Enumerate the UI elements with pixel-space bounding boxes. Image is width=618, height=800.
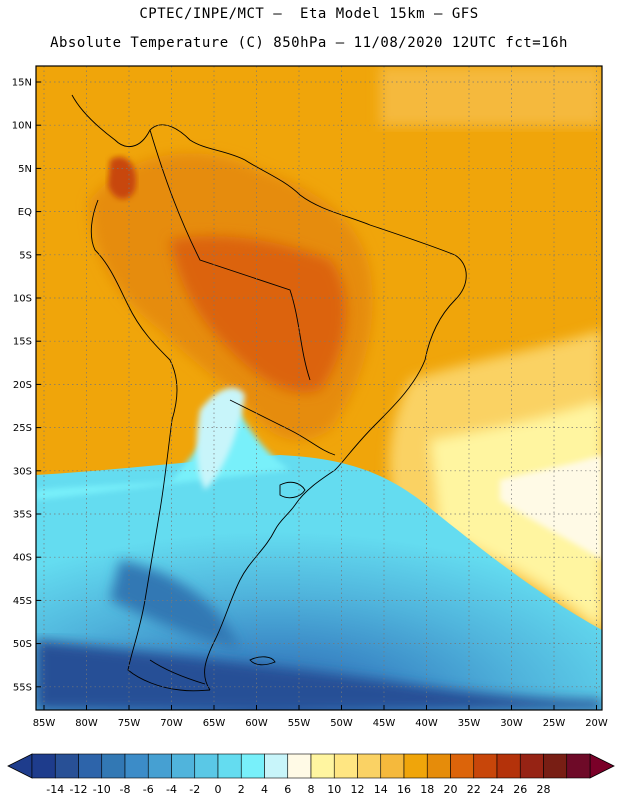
lon-label: 70W <box>160 718 183 729</box>
colorbar-label: 4 <box>261 783 268 796</box>
colorbar-swatch <box>496 753 521 779</box>
colorbar-label: -4 <box>166 783 177 796</box>
colorbar-under-arrow <box>7 753 33 779</box>
lat-label: 10N <box>12 121 32 132</box>
colorbar-swatch <box>310 753 335 779</box>
colorbar-swatch <box>357 753 382 779</box>
colorbar-swatch <box>147 753 172 779</box>
colorbar-label: -12 <box>70 783 88 796</box>
lon-label: 45W <box>373 718 396 729</box>
colorbar-label: 24 <box>490 783 504 796</box>
colorbar-label: -6 <box>143 783 154 796</box>
colorbar-swatch <box>124 753 149 779</box>
lon-label: 20W <box>585 718 608 729</box>
colorbar-label: 0 <box>215 783 222 796</box>
colorbar-swatch <box>403 753 428 779</box>
colorbar-swatch <box>450 753 475 779</box>
colorbar-label: 2 <box>238 783 245 796</box>
colorbar-swatch <box>78 753 103 779</box>
lon-label: 50W <box>330 718 353 729</box>
colorbar-swatch <box>217 753 242 779</box>
lon-label: 35W <box>458 718 481 729</box>
colorbar-swatch <box>426 753 451 779</box>
colorbar-swatch <box>519 753 544 779</box>
colorbar-label: -10 <box>93 783 111 796</box>
lon-label: 40W <box>415 718 438 729</box>
lat-label: 20S <box>13 380 32 391</box>
graticule <box>36 66 602 710</box>
colorbar-label: 26 <box>513 783 527 796</box>
colorbar-swatch <box>240 753 265 779</box>
colorbar: -14 -12 -10 -8 -6 -4 -2 0 2 4 6 8 10 12 14 16 18 20 22 24 26… <box>7 753 615 796</box>
colorbar-label: 6 <box>284 783 291 796</box>
colorbar-label: -8 <box>120 783 131 796</box>
lat-label: 40S <box>13 553 32 564</box>
lon-label: 85W <box>33 718 56 729</box>
lat-label: 15S <box>13 337 32 348</box>
lon-label: 60W <box>245 718 268 729</box>
lon-label: 55W <box>288 718 311 729</box>
colorbar-label: 12 <box>351 783 365 796</box>
colorbar-swatch <box>473 753 498 779</box>
colorbar-swatch <box>31 753 56 779</box>
colorbar-label: 14 <box>374 783 388 796</box>
lat-label: 50S <box>13 639 32 650</box>
lon-label: 65W <box>203 718 226 729</box>
lat-label: 45S <box>13 596 32 607</box>
lon-label: 75W <box>118 718 141 729</box>
lat-label: 5N <box>18 164 32 175</box>
colorbar-over-arrow <box>589 753 615 779</box>
colorbar-swatch <box>380 753 405 779</box>
colorbar-swatch <box>101 753 126 779</box>
colorbar-label: 16 <box>397 783 411 796</box>
colorbar-label: 20 <box>444 783 458 796</box>
colorbar-label: 28 <box>537 783 551 796</box>
map-frame <box>35 65 603 711</box>
colorbar-swatch <box>287 753 312 779</box>
colorbar-label: 22 <box>467 783 481 796</box>
colorbar-label: -14 <box>46 783 64 796</box>
lon-label: 80W <box>75 718 98 729</box>
colorbar-label: 8 <box>308 783 315 796</box>
temperature-field <box>36 66 602 710</box>
lat-label: 15N <box>12 78 32 89</box>
colorbar-label: 10 <box>327 783 341 796</box>
lon-label: 30W <box>500 718 523 729</box>
lat-label: EQ <box>18 207 32 218</box>
colorbar-swatch <box>333 753 358 779</box>
colorbar-swatch <box>543 753 568 779</box>
colorbar-swatch <box>264 753 289 779</box>
colorbar-label: 18 <box>420 783 434 796</box>
title-line-2: Absolute Temperature (C) 850hPa – 11/08/… <box>50 35 568 51</box>
longitude-axis: 85W 80W 75W 70W 65W 60W 55W 50W 45W 40W 35W 30W 25W 2… <box>33 705 608 729</box>
colorbar-swatch <box>194 753 219 779</box>
colorbar-swatch <box>171 753 196 779</box>
lat-label: 10S <box>13 294 32 305</box>
coastlines <box>71 94 467 692</box>
lat-label: 55S <box>13 682 32 693</box>
latitude-axis: 15N 10N 5N EQ 5S 10S 15S 20S 25S 30S 35S 40S 45S 50S 5… <box>12 78 41 693</box>
colorbar-label: -2 <box>189 783 200 796</box>
lat-label: 25S <box>13 423 32 434</box>
colorbar-swatch <box>566 753 591 779</box>
lon-label: 25W <box>543 718 566 729</box>
lat-label: 30S <box>13 466 32 477</box>
title-line-1: CPTEC/INPE/MCT – Eta Model 15km – GFS <box>139 6 479 22</box>
lat-label: 35S <box>13 510 32 521</box>
colorbar-swatch <box>54 753 79 779</box>
lat-label: 5S <box>19 250 32 261</box>
